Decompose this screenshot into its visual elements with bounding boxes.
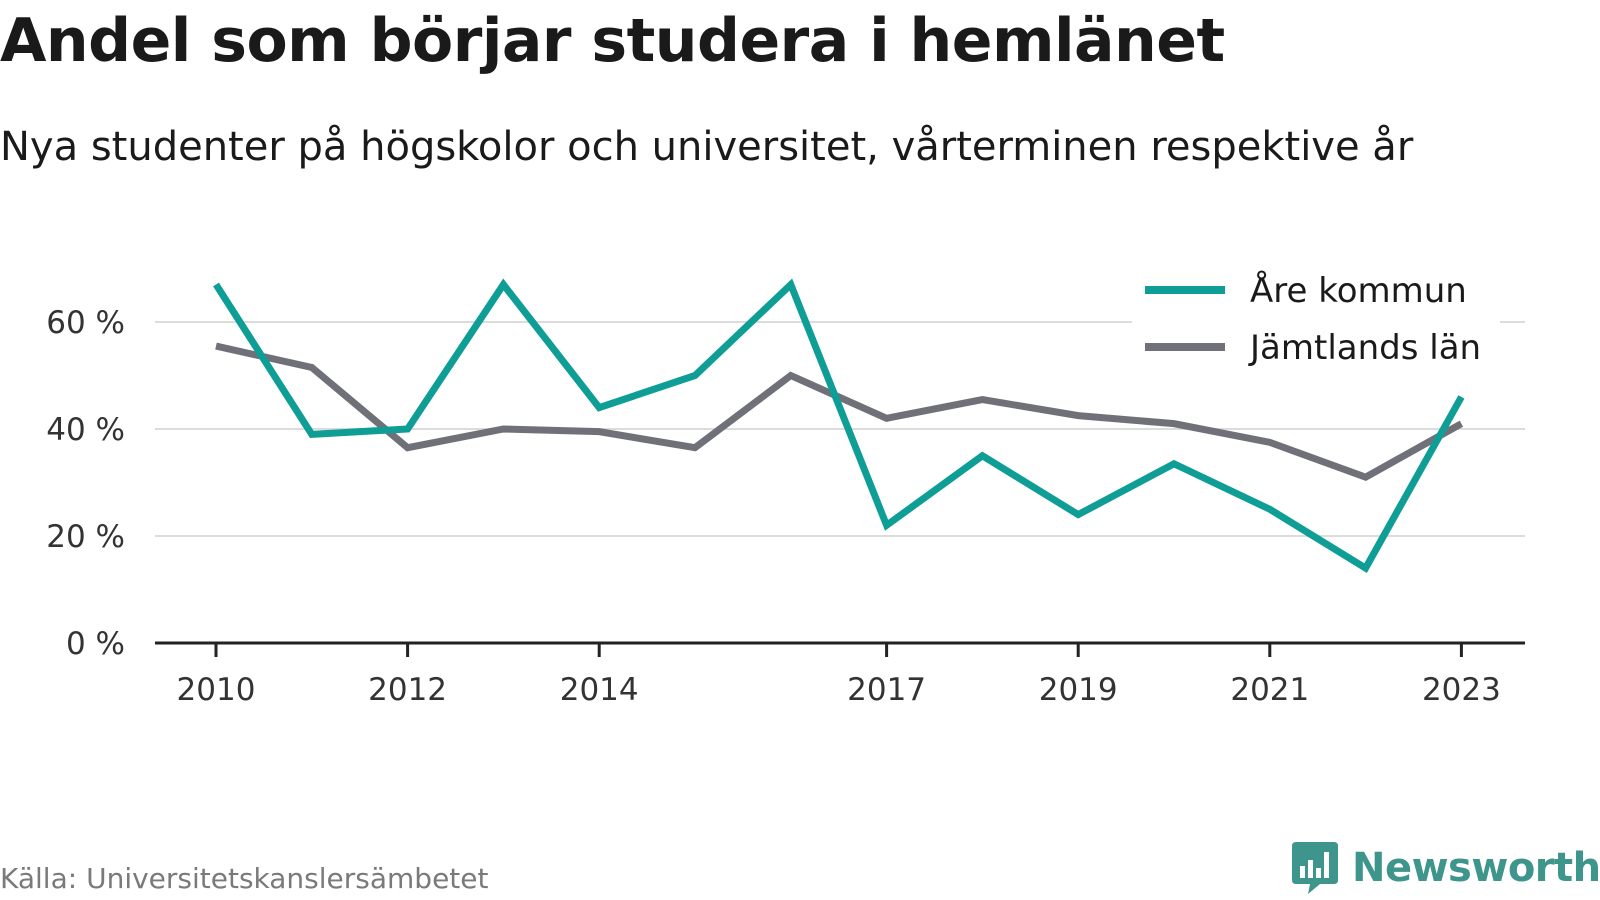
series-line — [213, 278, 1465, 573]
chart-title: Andel som börjar studera i hemlänet — [0, 6, 1225, 76]
chart-speech-icon — [1292, 842, 1338, 894]
y-tick-label: 0 % — [66, 626, 125, 662]
legend-background — [1132, 262, 1500, 372]
legend-label: Jämtlands län — [1248, 328, 1481, 368]
x-tick-label: 2023 — [1422, 672, 1501, 708]
y-tick-label: 20 % — [46, 519, 125, 555]
source-note: Källa: Universitetskanslersämbetet — [0, 862, 489, 895]
x-tick-label: 2021 — [1230, 672, 1309, 708]
y-axis-labels: 0 % 20 % 40 % 60 % — [46, 305, 125, 662]
chart-subtitle: Nya studenter på högskolor och universit… — [0, 124, 1414, 170]
x-tick-label: 2010 — [177, 672, 256, 708]
brand-name: Newsworthy — [1352, 845, 1600, 891]
x-tick-label: 2014 — [560, 672, 639, 708]
legend-label: Åre kommun — [1250, 270, 1467, 311]
x-tick-label: 2019 — [1039, 672, 1118, 708]
legend: Åre kommun Jämtlands län — [1132, 262, 1500, 372]
newsworthy-logo: Newsworthy — [1290, 840, 1600, 896]
y-tick-label: 60 % — [46, 305, 125, 341]
x-tick-label: 2012 — [368, 672, 447, 708]
x-tick-label: 2017 — [847, 672, 926, 708]
y-tick-label: 40 % — [46, 412, 125, 448]
series-lines — [213, 278, 1465, 573]
x-axis-ticks: 2010 2012 2014 2017 2019 2021 2023 — [177, 643, 1501, 708]
